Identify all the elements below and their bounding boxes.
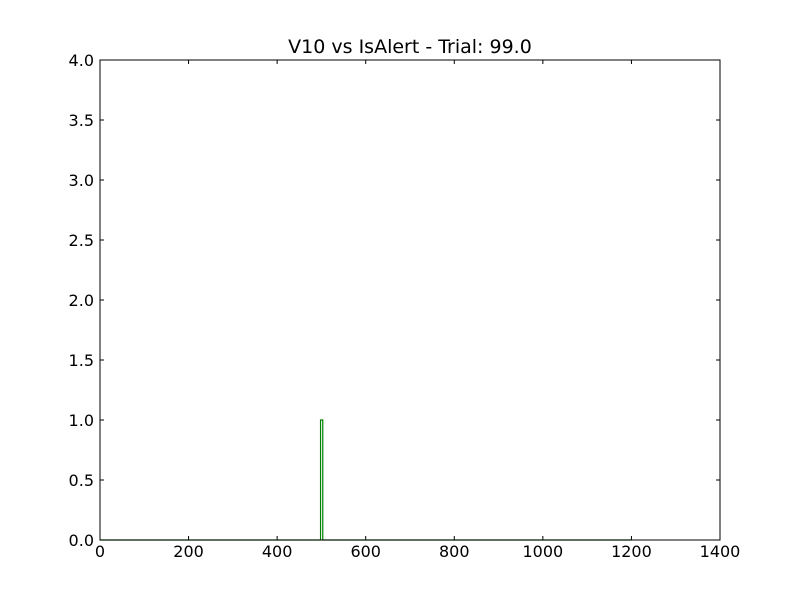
x-tick-label: 1000 bbox=[522, 542, 563, 561]
x-tick-label: 0 bbox=[95, 542, 105, 561]
y-tick-label: 2.5 bbox=[69, 231, 94, 250]
x-tick-label: 1200 bbox=[611, 542, 652, 561]
y-tick-label: 1.0 bbox=[69, 411, 94, 430]
y-tick-label: 2.0 bbox=[69, 291, 94, 310]
chart-title: V10 vs IsAlert - Trial: 99.0 bbox=[288, 36, 532, 58]
y-tick-label: 4.0 bbox=[69, 51, 94, 70]
x-tick-label: 600 bbox=[350, 542, 381, 561]
x-tick-label: 400 bbox=[262, 542, 293, 561]
y-tick-label: 3.0 bbox=[69, 171, 94, 190]
x-tick-label: 200 bbox=[173, 542, 204, 561]
x-tick-label: 800 bbox=[439, 542, 470, 561]
plot-frame bbox=[99, 59, 721, 541]
y-tick-label: 0.0 bbox=[69, 531, 94, 550]
y-tick-label: 3.5 bbox=[69, 111, 94, 130]
ticks-layer: 0 200 400 600 800 1000 1200 1400 0.0 0.5 1.0 1.5 2.0… bbox=[69, 51, 741, 561]
x-tick-label: 1400 bbox=[700, 542, 741, 561]
y-tick-label: 1.5 bbox=[69, 351, 94, 370]
y-tick-label: 0.5 bbox=[69, 471, 94, 490]
